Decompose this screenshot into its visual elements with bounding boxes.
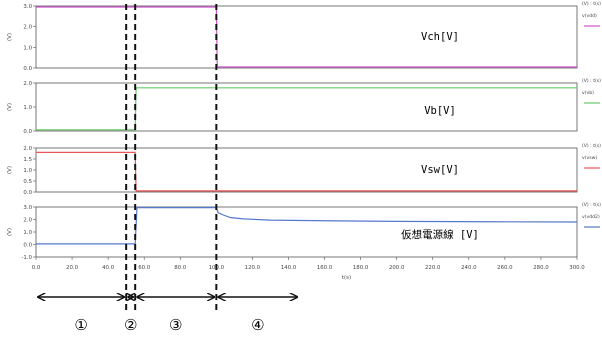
y-axis-label: (V) <box>7 103 13 111</box>
x-tick-label: 240.0 <box>461 265 477 271</box>
y-tick-label: 0.0 <box>23 190 32 196</box>
y-tick-label: 3.0 <box>23 205 32 211</box>
panel-label: 仮想電源線 [V] <box>401 228 479 241</box>
panel-frame <box>35 82 578 132</box>
y-tick-label: 2.0 <box>23 81 32 87</box>
series-line <box>36 151 577 192</box>
x-tick-label: 280.0 <box>533 265 549 271</box>
y-axis-label: (V) <box>7 228 13 236</box>
x-tick-label: 260.0 <box>497 265 513 271</box>
y-axis-label: (V) <box>7 166 13 174</box>
y-tick-label: 3.0 <box>23 4 32 10</box>
panel-label: Vsw[V] <box>421 164 459 176</box>
panel-label: Vb[V] <box>424 105 456 117</box>
x-tick-label: 300.0 <box>569 265 585 271</box>
panel-label: Vch[V] <box>421 31 459 43</box>
panel-frame <box>35 5 578 69</box>
x-tick-label: 20.0 <box>66 265 79 271</box>
y-tick-label: 2.0 <box>23 146 32 152</box>
legend-entry: v(vdd) <box>582 13 597 19</box>
legend-header: (V) : t(s) <box>582 143 601 149</box>
x-tick-label: 0.0 <box>32 265 41 271</box>
y-tick-label: 0.0 <box>23 66 32 72</box>
x-tick-label: 60.0 <box>138 265 151 271</box>
y-axis-label: (V) <box>7 33 13 41</box>
x-tick-label: 140.0 <box>281 265 297 271</box>
y-tick-label: 1.0 <box>23 105 32 111</box>
x-tick-label: 160.0 <box>317 265 333 271</box>
phase-label: ③ <box>169 316 182 334</box>
y-tick-label: 1.0 <box>23 168 32 174</box>
phase-label: ② <box>124 316 137 334</box>
x-tick-label: 120.0 <box>245 265 261 271</box>
legend-header: (V) : t(s) <box>582 202 601 208</box>
panel-frame <box>35 147 578 193</box>
x-tick-label: 40.0 <box>102 265 115 271</box>
legend-header: (V) : t(s) <box>582 1 601 7</box>
y-tick-label: 1.0 <box>23 45 32 51</box>
y-tick-label: -1.0 <box>21 255 32 261</box>
y-tick-label: 0.0 <box>23 129 32 135</box>
x-tick-label: 200.0 <box>389 265 405 271</box>
y-tick-label: 0.0 <box>23 243 32 249</box>
x-tick-label: 80.0 <box>174 265 187 271</box>
y-tick-label: 2.0 <box>23 218 32 224</box>
x-axis-label: t(s) <box>342 275 351 281</box>
legend-entry: v(vsw) <box>582 155 597 161</box>
phase-label: ① <box>74 316 87 334</box>
x-tick-label: 180.0 <box>353 265 369 271</box>
y-tick-label: 2.0 <box>23 25 32 31</box>
legend-entry: v(vb) <box>582 90 594 96</box>
legend-header: (V) : t(s) <box>582 78 601 84</box>
phase-label: ④ <box>251 316 264 334</box>
legend-entry: v(vdd2) <box>582 214 600 220</box>
x-tick-label: 220.0 <box>425 265 441 271</box>
y-tick-label: 1.5 <box>23 157 32 163</box>
panel-frame <box>35 206 578 258</box>
y-tick-label: 1.0 <box>23 230 32 236</box>
y-tick-label: 0.5 <box>23 179 32 185</box>
